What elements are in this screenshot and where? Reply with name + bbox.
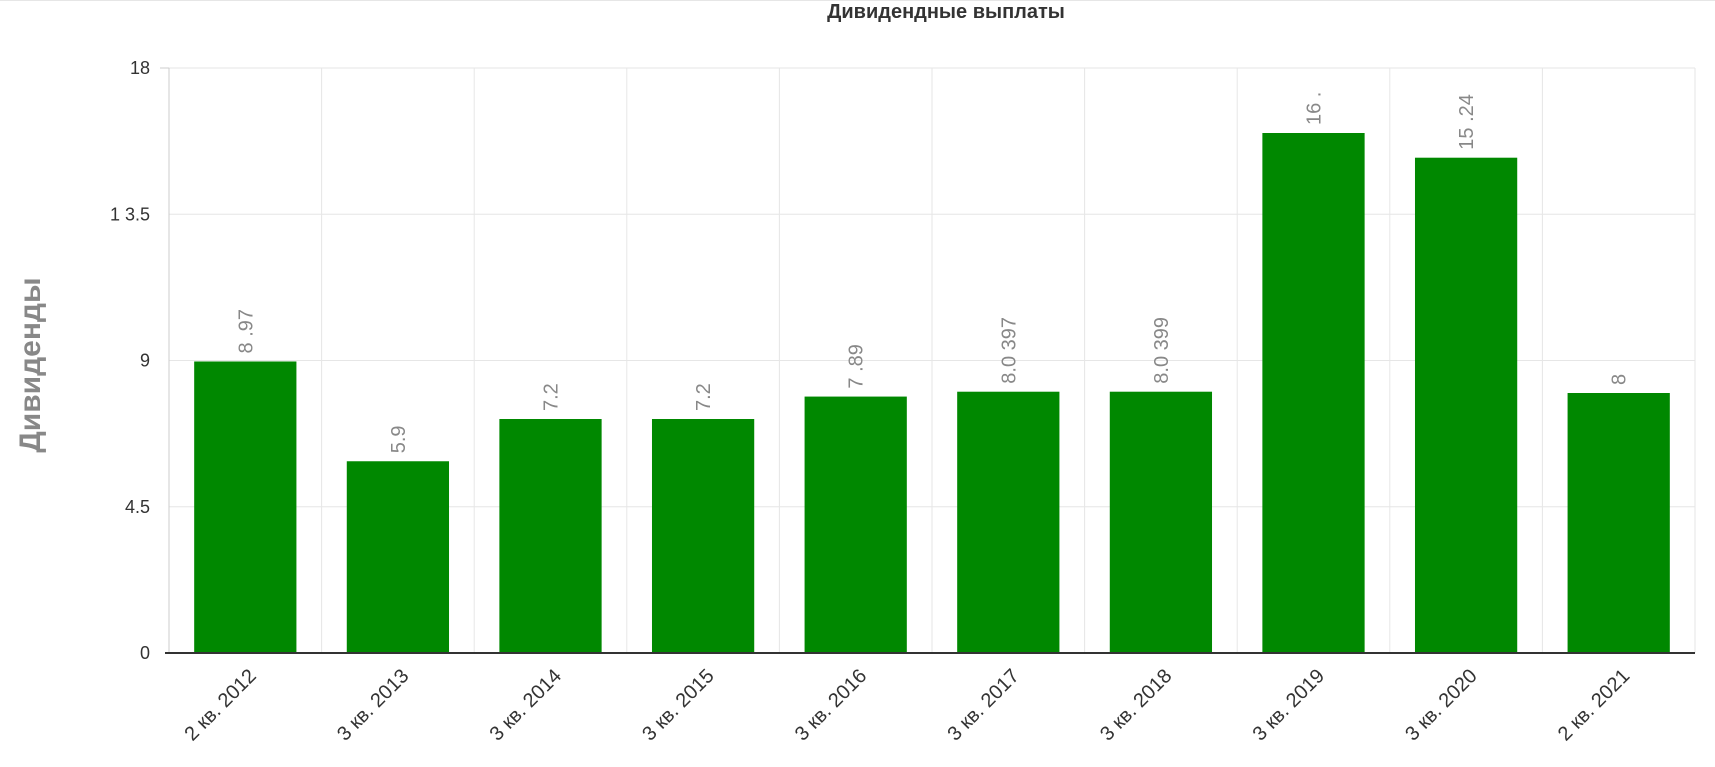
data-label: 8 bbox=[1609, 374, 1631, 385]
y-axis-title: Дивиденды bbox=[14, 277, 47, 452]
bar bbox=[1262, 133, 1365, 653]
top-border bbox=[0, 0, 1715, 1]
bar bbox=[346, 461, 450, 653]
y-tick-label: 4.5 bbox=[125, 497, 150, 517]
data-label: 16 . bbox=[1304, 92, 1326, 125]
bar bbox=[1414, 157, 1518, 653]
data-label: 5.9 bbox=[388, 425, 410, 453]
x-tick-label: 3 кв. 2015 bbox=[638, 665, 718, 745]
x-tick-label: 3 кв. 2020 bbox=[1401, 665, 1481, 745]
bar bbox=[651, 419, 755, 653]
x-tick-label: 2 кв. 2012 bbox=[180, 665, 260, 745]
x-tick-label: 3 кв. 2014 bbox=[486, 665, 566, 745]
x-tick-label: 2 кв. 2021 bbox=[1554, 665, 1634, 745]
data-label: 8.0 399 bbox=[1151, 317, 1173, 384]
data-label: 7.2 bbox=[541, 383, 563, 411]
data-label: 7 .89 bbox=[846, 344, 868, 388]
bar bbox=[1567, 393, 1670, 653]
x-tick-label: 3 кв. 2017 bbox=[943, 665, 1023, 745]
data-label: 7.2 bbox=[693, 383, 715, 411]
x-tick-label: 3 кв. 2018 bbox=[1096, 665, 1176, 745]
bar bbox=[499, 419, 602, 653]
bar bbox=[957, 391, 1060, 653]
bars-group bbox=[194, 133, 1670, 653]
data-label: 8 .97 bbox=[235, 309, 257, 353]
bar bbox=[194, 361, 297, 653]
x-tick-label: 3 кв. 2019 bbox=[1249, 665, 1329, 745]
y-tick-label: 1 3.5 bbox=[110, 204, 150, 224]
y-tick-label: 0 bbox=[140, 643, 150, 663]
bar bbox=[1109, 391, 1213, 653]
x-tick-label: 3 кв. 2016 bbox=[791, 665, 871, 745]
data-label: 8.0 397 bbox=[998, 317, 1020, 384]
y-tick-label: 9 bbox=[140, 351, 150, 371]
bar bbox=[804, 396, 907, 653]
chart-title: Дивидендные выплаты bbox=[827, 1, 1065, 23]
y-tick-label: 18 bbox=[130, 58, 150, 78]
data-label: 15 .24 bbox=[1456, 94, 1478, 150]
axes-group bbox=[160, 67, 1695, 654]
x-tick-label: 3 кв. 2013 bbox=[333, 665, 413, 745]
